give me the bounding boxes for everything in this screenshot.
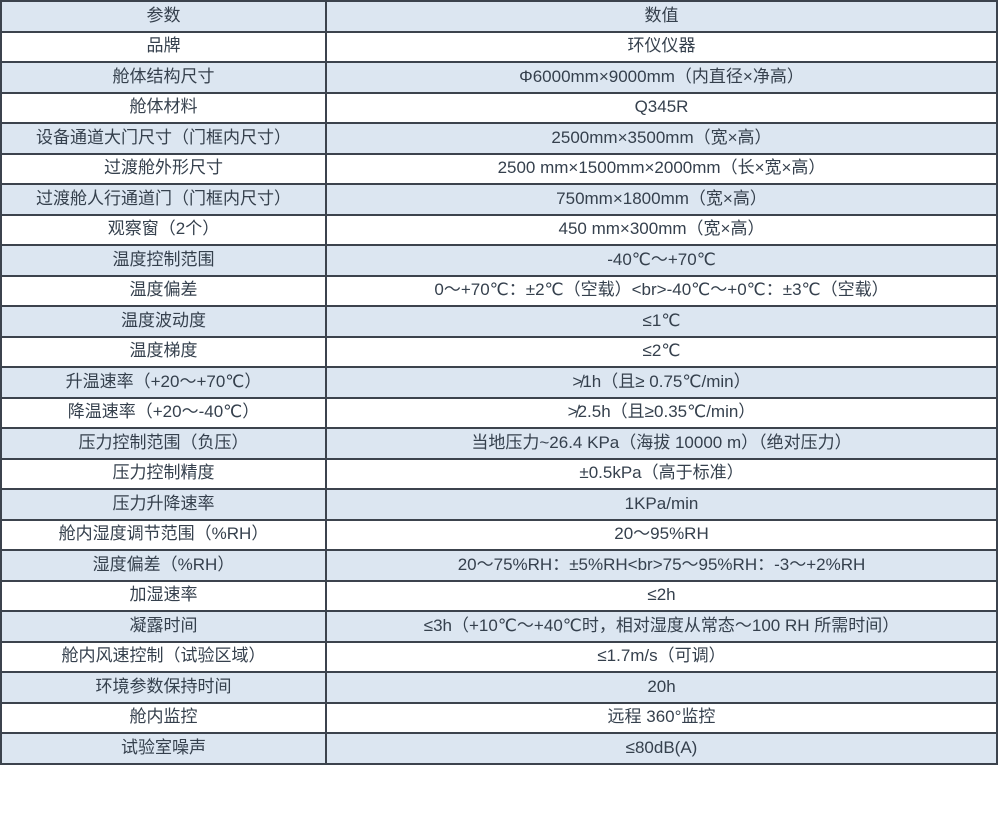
parameter-cell: 凝露时间 — [0, 610, 327, 643]
table-row: 舱内湿度调节范围（%RH） 20～95%RH — [0, 518, 998, 551]
parameter-cell: 舱内风速控制（试验区域） — [0, 640, 327, 673]
value-cell: Q345R — [325, 91, 998, 124]
value-cell: 20～75%RH：±5%RH<br>75～95%RH：-3～+2%RH — [325, 549, 998, 582]
value-cell: 环仪仪器 — [325, 30, 998, 63]
value-cell: 远程 360°监控 — [325, 701, 998, 734]
spec-table-header: 参数 数值 — [0, 0, 998, 33]
table-row: 试验室噪声 ≤80dB(A) — [0, 732, 998, 765]
table-row: 温度波动度 ≤1℃ — [0, 305, 998, 338]
table-row: 温度控制范围 -40℃～+70℃ — [0, 244, 998, 277]
table-row: 舱体材料 Q345R — [0, 91, 998, 124]
value-cell: 450 mm×300mm（宽×高） — [325, 213, 998, 246]
column-header-value: 数值 — [325, 0, 998, 33]
value-cell: ±0.5kPa（高于标准） — [325, 457, 998, 490]
table-row: 压力升降速率 1KPa/min — [0, 488, 998, 521]
spec-table: 参数 数值 品牌 环仪仪器 舱体结构尺寸 Φ6000mm×9000mm（内直径×净高）… — [0, 0, 998, 765]
parameter-cell: 品牌 — [0, 30, 327, 63]
parameter-cell: 舱内湿度调节范围（%RH） — [0, 518, 327, 551]
value-cell: Φ6000mm×9000mm（内直径×净高） — [325, 61, 998, 94]
table-row: 舱内监控 远程 360°监控 — [0, 701, 998, 734]
table-row: 湿度偏差（%RH） 20～75%RH：±5%RH<br>75～95%RH：-3～+… — [0, 549, 998, 582]
column-header-parameter: 参数 — [0, 0, 327, 33]
table-row: 品牌 环仪仪器 — [0, 30, 998, 63]
value-cell: -40℃～+70℃ — [325, 244, 998, 277]
value-cell: 750mm×1800mm（宽×高） — [325, 183, 998, 216]
value-cell: 1KPa/min — [325, 488, 998, 521]
parameter-cell: 观察窗（2个） — [0, 213, 327, 246]
table-row: 设备通道大门尺寸（门框内尺寸） 2500mm×3500mm（宽×高） — [0, 122, 998, 155]
value-cell: 当地压力~26.4 KPa（海拔 10000 m）（绝对压力） — [325, 427, 998, 460]
value-cell: ≤2h — [325, 579, 998, 612]
value-cell: ≤2℃ — [325, 335, 998, 368]
parameter-cell: 温度梯度 — [0, 335, 327, 368]
parameter-cell: 湿度偏差（%RH） — [0, 549, 327, 582]
value-cell: 0～+70℃：±2℃（空载）<br>-40℃～+0℃：±3℃（空载） — [325, 274, 998, 307]
spec-table-body: 品牌 环仪仪器 舱体结构尺寸 Φ6000mm×9000mm（内直径×净高） 舱体材料 Q3… — [0, 30, 998, 765]
table-row: 环境参数保持时间 20h — [0, 671, 998, 704]
parameter-cell: 降温速率（+20～-40℃） — [0, 396, 327, 429]
parameter-cell: 过渡舱外形尺寸 — [0, 152, 327, 185]
table-row: 加湿速率 ≤2h — [0, 579, 998, 612]
header-row: 参数 数值 — [0, 0, 998, 33]
table-row: 舱内风速控制（试验区域） ≤1.7m/s（可调） — [0, 640, 998, 673]
parameter-cell: 环境参数保持时间 — [0, 671, 327, 704]
table-row: 凝露时间 ≤3h（+10℃～+40℃时，相对湿度从常态～100 RH 所需时间） — [0, 610, 998, 643]
parameter-cell: 温度控制范围 — [0, 244, 327, 277]
value-cell: 2500mm×3500mm（宽×高） — [325, 122, 998, 155]
table-row: 压力控制范围（负压） 当地压力~26.4 KPa（海拔 10000 m）（绝对压力… — [0, 427, 998, 460]
table-row: 降温速率（+20～-40℃） ≯2.5h（且≥0.35℃/min） — [0, 396, 998, 429]
table-row: 压力控制精度 ±0.5kPa（高于标准） — [0, 457, 998, 490]
parameter-cell: 试验室噪声 — [0, 732, 327, 765]
table-row: 温度偏差 0～+70℃：±2℃（空载）<br>-40℃～+0℃：±3℃（空载） — [0, 274, 998, 307]
table-row: 升温速率（+20～+70℃） ≯1h（且≥ 0.75℃/min） — [0, 366, 998, 399]
value-cell: 20h — [325, 671, 998, 704]
parameter-cell: 压力控制精度 — [0, 457, 327, 490]
parameter-cell: 设备通道大门尺寸（门框内尺寸） — [0, 122, 327, 155]
value-cell: 2500 mm×1500mm×2000mm（长×宽×高） — [325, 152, 998, 185]
value-cell: ≯2.5h（且≥0.35℃/min） — [325, 396, 998, 429]
parameter-cell: 压力控制范围（负压） — [0, 427, 327, 460]
table-row: 观察窗（2个） 450 mm×300mm（宽×高） — [0, 213, 998, 246]
parameter-cell: 温度偏差 — [0, 274, 327, 307]
value-cell: ≤80dB(A) — [325, 732, 998, 765]
table-row: 过渡舱人行通道门（门框内尺寸） 750mm×1800mm（宽×高） — [0, 183, 998, 216]
parameter-cell: 舱内监控 — [0, 701, 327, 734]
value-cell: ≤1.7m/s（可调） — [325, 640, 998, 673]
table-row: 过渡舱外形尺寸 2500 mm×1500mm×2000mm（长×宽×高） — [0, 152, 998, 185]
parameter-cell: 温度波动度 — [0, 305, 327, 338]
parameter-cell: 升温速率（+20～+70℃） — [0, 366, 327, 399]
parameter-cell: 压力升降速率 — [0, 488, 327, 521]
value-cell: 20～95%RH — [325, 518, 998, 551]
parameter-cell: 加湿速率 — [0, 579, 327, 612]
value-cell: ≤1℃ — [325, 305, 998, 338]
parameter-cell: 舱体结构尺寸 — [0, 61, 327, 94]
table-row: 舱体结构尺寸 Φ6000mm×9000mm（内直径×净高） — [0, 61, 998, 94]
parameter-cell: 舱体材料 — [0, 91, 327, 124]
table-row: 温度梯度 ≤2℃ — [0, 335, 998, 368]
value-cell: ≤3h（+10℃～+40℃时，相对湿度从常态～100 RH 所需时间） — [325, 610, 998, 643]
parameter-cell: 过渡舱人行通道门（门框内尺寸） — [0, 183, 327, 216]
value-cell: ≯1h（且≥ 0.75℃/min） — [325, 366, 998, 399]
